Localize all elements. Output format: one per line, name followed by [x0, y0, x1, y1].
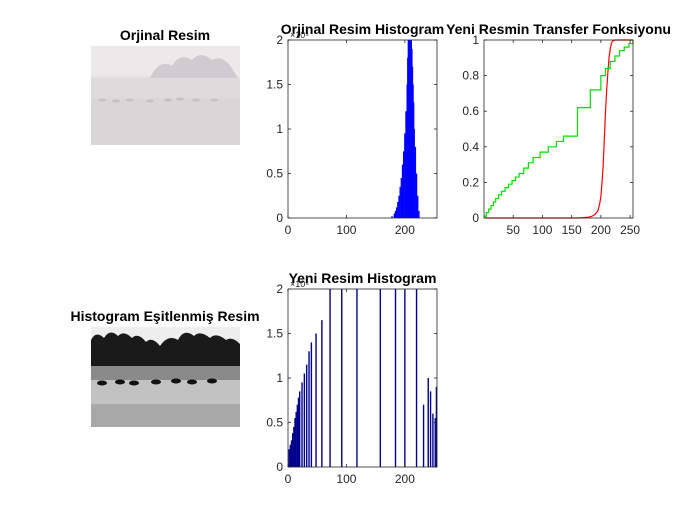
y-tick-label: 0.2 — [462, 175, 479, 189]
axes-box — [483, 39, 634, 219]
y-tick-label: 1 — [472, 33, 479, 47]
x-tick-label: 200 — [395, 223, 415, 237]
equalized-image-birds — [97, 378, 217, 386]
y-tick-label: 0.4 — [462, 140, 479, 154]
equalized-image-mist — [91, 366, 240, 380]
y-tick-label: 1.5 — [266, 327, 283, 341]
equalized-image-panel: Histogram Eşitlenmiş Resim — [70, 308, 260, 427]
y-tick-label: 2 — [276, 282, 283, 296]
y-tick-label: 0 — [276, 460, 283, 474]
y-exponent-label: ×10⁴ — [290, 30, 309, 40]
y-tick-label: 0.5 — [266, 167, 283, 181]
original-image-birds — [98, 97, 218, 103]
x-tick-label: 50 — [507, 223, 521, 237]
original-image-water — [91, 98, 240, 145]
y-tick-label: 1 — [276, 122, 283, 136]
x-tick-label: 150 — [562, 223, 582, 237]
y-tick-label: 0 — [276, 211, 283, 225]
series-line-1 — [484, 40, 634, 217]
x-tick-label: 250 — [620, 223, 640, 237]
original-histogram-chart: Orjinal Resim Histogram 0 100 200 0 0.5 1 1.5 2 ×… — [266, 21, 444, 237]
original-image-trees — [150, 55, 238, 78]
equalized-histogram-chart: Yeni Resim Histogram 0 100 200 0 0.5 1 1.5 2 ×10⁴ — [266, 270, 438, 486]
x-tick-label: 100 — [336, 223, 356, 237]
y-tick-label: 0.5 — [266, 416, 283, 430]
chart-title: Orjinal Resim Histogram — [281, 21, 444, 37]
bar-series — [288, 289, 438, 467]
equalized-image-lower-water — [91, 404, 240, 427]
y-tick-label: 0.6 — [462, 104, 479, 118]
chart-title: Yeni Resim Histogram — [289, 270, 437, 286]
equalized-image-title: Histogram Eşitlenmiş Resim — [70, 308, 259, 324]
x-tick-label: 100 — [336, 472, 356, 486]
y-tick-label: 0 — [472, 211, 479, 225]
equalized-image — [91, 327, 240, 427]
original-image-panel: Orjinal Resim — [91, 27, 240, 145]
y-tick-label: 2 — [276, 33, 283, 47]
transfer-function-chart: Yeni Resmin Transfer Fonksiyonu 50 100 150 2… — [446, 21, 671, 237]
chart-title: Yeni Resmin Transfer Fonksiyonu — [446, 21, 671, 37]
series-line-0 — [484, 39, 633, 219]
original-image-title: Orjinal Resim — [120, 27, 210, 43]
y-tick-label: 0.8 — [462, 69, 479, 83]
equalized-image-trees — [91, 332, 240, 366]
x-tick-label: 0 — [285, 472, 292, 486]
bar-series — [391, 40, 420, 218]
x-tick-label: 200 — [591, 223, 611, 237]
y-tick-label: 1.5 — [266, 78, 283, 92]
x-tick-label: 100 — [532, 223, 552, 237]
x-tick-label: 200 — [395, 472, 415, 486]
x-tick-label: 0 — [285, 223, 292, 237]
y-tick-label: 1 — [276, 371, 283, 385]
original-image — [91, 46, 240, 145]
y-exponent-label: ×10⁴ — [290, 279, 309, 289]
original-image-fog-band — [91, 78, 240, 98]
